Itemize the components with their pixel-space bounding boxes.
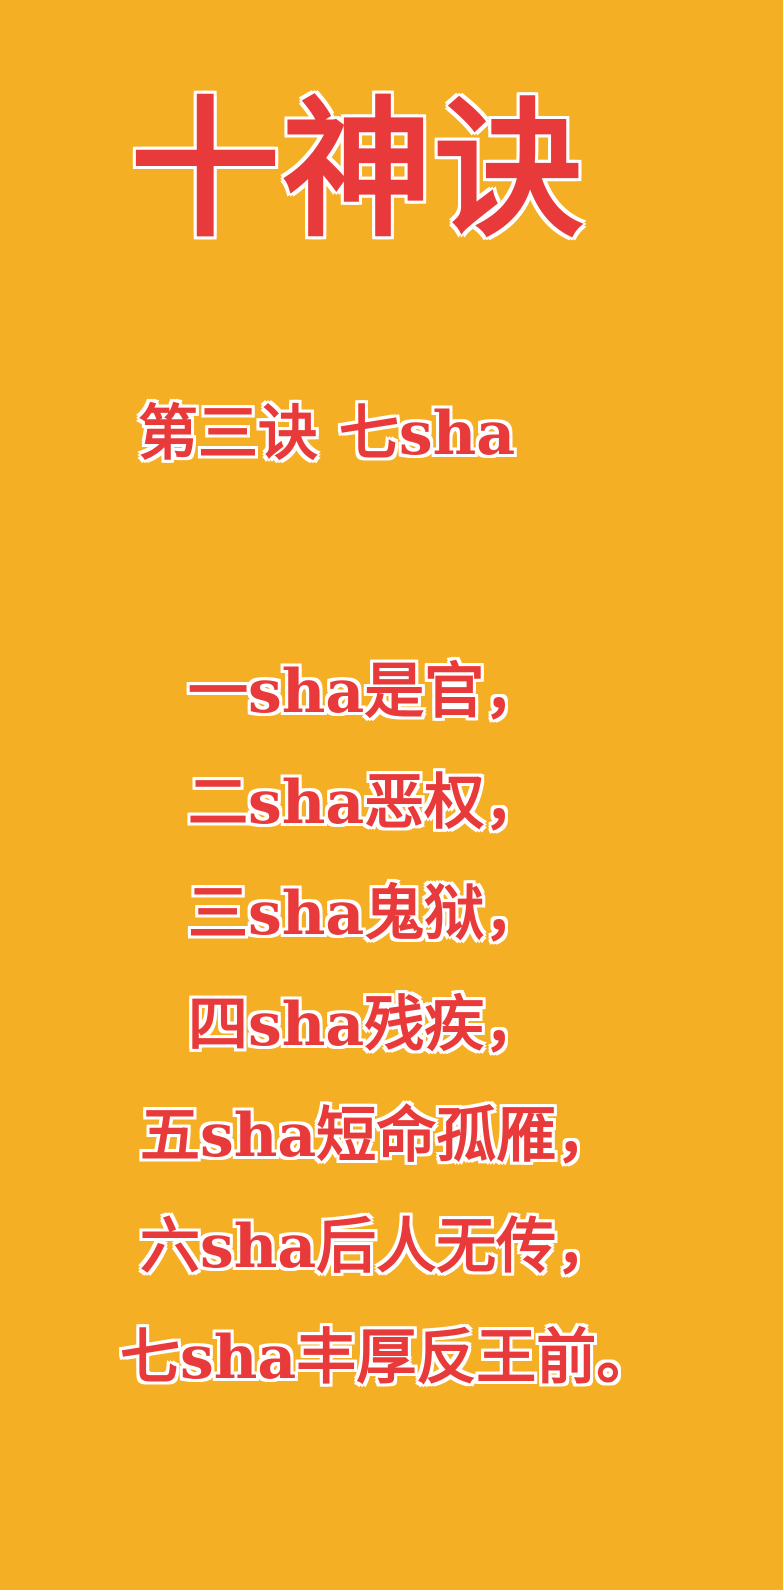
verse-line-3: 三sha鬼狱， xyxy=(188,879,545,949)
verse-line-6: 六sha后人无传， xyxy=(140,1212,617,1282)
poster-subtitle: 第三诀 七sha xyxy=(138,399,516,469)
verse-line-1: 一sha是官， xyxy=(188,657,545,727)
verse-line-7: 七sha丰厚反王前。 xyxy=(120,1323,657,1393)
verse-line-2: 二sha恶权， xyxy=(188,768,545,838)
poster-title: 十神诀 xyxy=(130,82,587,258)
verse-line-5: 五sha短命孤雁， xyxy=(140,1101,617,1171)
verse-line-4: 四sha残疾， xyxy=(188,990,545,1060)
